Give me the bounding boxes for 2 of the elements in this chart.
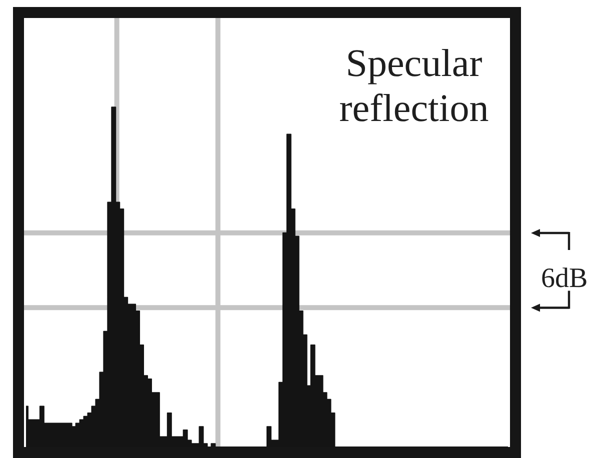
text: 6dB bbox=[541, 263, 588, 294]
annotation: Specular reflection bbox=[338, 41, 490, 131]
